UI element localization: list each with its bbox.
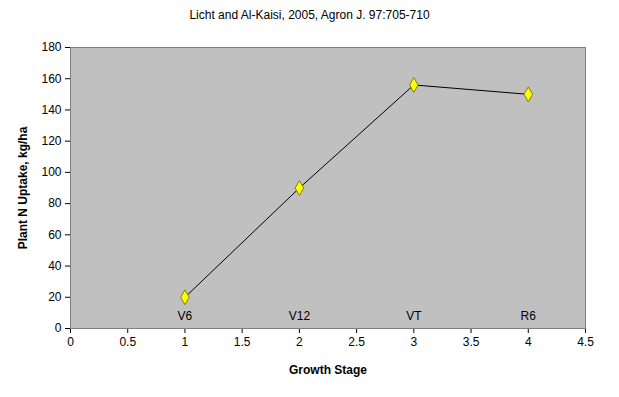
svg-text:Plant N Uptake, kg/ha: Plant N Uptake, kg/ha [16,126,30,249]
svg-text:1: 1 [182,335,189,349]
svg-text:20: 20 [48,290,62,304]
svg-text:VT: VT [406,309,422,323]
svg-text:140: 140 [41,103,61,117]
html-text:Licht and Al-Kaisi, 2005, Agro: Licht and Al-Kaisi, 2005, Agron J. 97:70… [189,8,430,22]
svg-text:160: 160 [41,72,61,86]
svg-text:0.5: 0.5 [119,335,136,349]
svg-text:0: 0 [55,321,62,335]
svg-text:2: 2 [296,335,303,349]
svg-text:100: 100 [41,165,61,179]
svg-text:2.5: 2.5 [348,335,365,349]
svg-text:120: 120 [41,134,61,148]
svg-text:1.5: 1.5 [234,335,251,349]
svg-text:V12: V12 [289,309,311,323]
svg-text:40: 40 [48,259,62,273]
svg-text:V6: V6 [178,309,193,323]
svg-text:60: 60 [48,228,62,242]
svg-text:R6: R6 [521,309,537,323]
svg-text:4: 4 [525,335,532,349]
svg-text:3.5: 3.5 [463,335,480,349]
svg-text:4.5: 4.5 [577,335,594,349]
svg-text:3: 3 [410,335,417,349]
svg-text:Growth Stage: Growth Stage [289,363,367,377]
svg-text:80: 80 [48,196,62,210]
svg-text:180: 180 [41,40,61,54]
svg-text:0: 0 [67,335,74,349]
